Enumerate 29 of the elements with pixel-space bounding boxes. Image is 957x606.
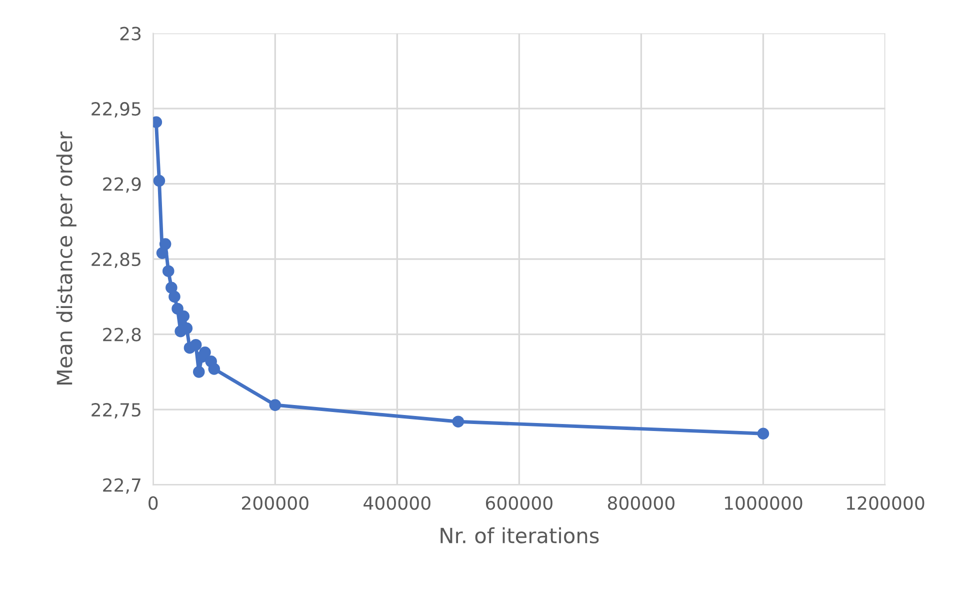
point <box>159 238 172 250</box>
point <box>452 416 464 428</box>
x-tick-label: 1200000 <box>847 496 924 510</box>
point <box>269 399 282 411</box>
y-tick-label: 23 <box>120 26 141 40</box>
y-tick-label: 22,9 <box>103 177 141 193</box>
point <box>153 174 166 187</box>
x-tick-label: 600000 <box>486 496 552 510</box>
point <box>166 282 178 294</box>
y-axis-title: Mean distance per order <box>56 132 76 385</box>
point <box>192 366 205 378</box>
x-tick-label: 800000 <box>608 496 674 510</box>
point <box>156 247 168 259</box>
x-tick-label: 200000 <box>242 496 308 510</box>
point <box>190 338 202 351</box>
y-tick-label: 22,85 <box>92 252 140 268</box>
y-tick-label: 22,95 <box>92 102 140 118</box>
y-tick-label: 22,75 <box>92 403 140 419</box>
point <box>172 302 184 315</box>
x-axis-title: Nr. of iterations <box>440 527 599 544</box>
point <box>168 290 180 303</box>
point <box>162 265 174 278</box>
y-tick-label: 22,8 <box>103 328 141 344</box>
x-tick-label: 1000000 <box>724 496 802 510</box>
point <box>208 363 220 375</box>
x-tick-label: 0 <box>148 496 158 510</box>
y-tick-label: 22,7 <box>103 478 140 494</box>
point <box>757 428 770 440</box>
x-tick-label: 400000 <box>364 496 430 510</box>
